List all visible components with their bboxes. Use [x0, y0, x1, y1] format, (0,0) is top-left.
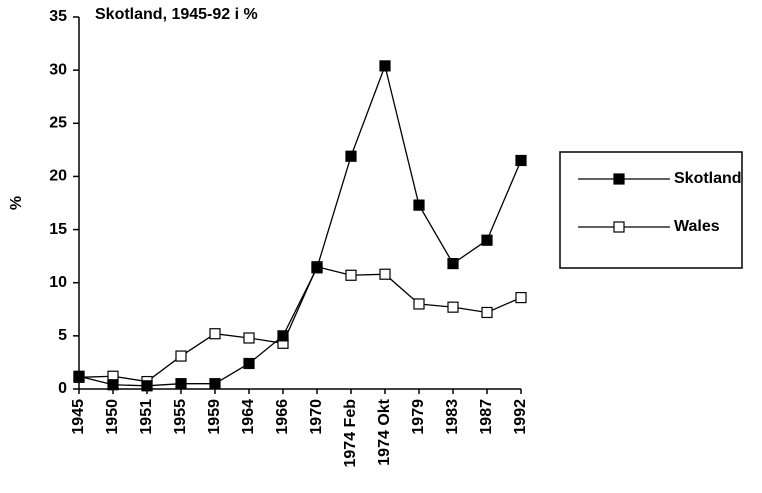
point: [277, 330, 289, 342]
chart-title: Skotland, 1945-92 i %: [95, 6, 258, 23]
point: [243, 332, 255, 344]
x-tick-label: 1955: [172, 399, 189, 435]
y-tick-label: 5: [58, 327, 67, 344]
point: [447, 257, 459, 270]
point: [73, 370, 85, 382]
x-tick-label: 1950: [104, 399, 121, 435]
x-tick-label: 1987: [478, 399, 495, 435]
point: [481, 234, 493, 246]
x-tick-label: 1945: [70, 399, 87, 435]
y-tick-label: 35: [49, 8, 67, 25]
point: [209, 328, 221, 340]
point: [379, 268, 391, 280]
point: [413, 199, 425, 211]
x-tick-label: 1979: [410, 399, 427, 435]
x-tick-label: 1974 Feb: [342, 399, 359, 468]
point: [311, 262, 323, 274]
point: [345, 150, 357, 162]
x-tick-label: 1959: [206, 399, 223, 435]
point: [141, 380, 153, 392]
x-tick-label: 1974 Okt: [376, 398, 393, 465]
legend-label: Wales: [674, 218, 720, 235]
y-tick-label: 15: [49, 221, 67, 238]
y-tick-label: 20: [49, 168, 67, 185]
point: [175, 350, 187, 362]
series-line: [78, 63, 522, 387]
point: [107, 379, 119, 391]
y-tick-label: 0: [58, 380, 67, 397]
y-axis-label: %: [8, 196, 25, 210]
y-tick-label: 25: [49, 115, 67, 132]
legend-marker: [613, 173, 625, 185]
point: [515, 291, 527, 304]
point: [175, 378, 187, 390]
point: [447, 301, 459, 313]
series-line: [78, 266, 522, 383]
legend-box: [559, 151, 743, 269]
x-tick-label: 1992: [512, 399, 529, 435]
x-tick-label: 1966: [274, 399, 291, 435]
x-tick-label: 1983: [444, 399, 461, 435]
point: [345, 269, 357, 281]
point: [413, 298, 425, 310]
point: [379, 60, 391, 72]
x-tick-label: 1951: [138, 399, 155, 435]
point: [243, 357, 255, 370]
legend-marker: [613, 221, 625, 233]
point: [209, 378, 221, 390]
x-tick-label: 1970: [308, 399, 325, 435]
point: [481, 306, 493, 319]
point: [515, 154, 527, 167]
x-tick-label: 1964: [240, 399, 257, 435]
y-tick-label: 30: [49, 61, 67, 78]
legend-label: Skotland: [674, 170, 742, 187]
y-tick-label: 10: [49, 274, 67, 291]
